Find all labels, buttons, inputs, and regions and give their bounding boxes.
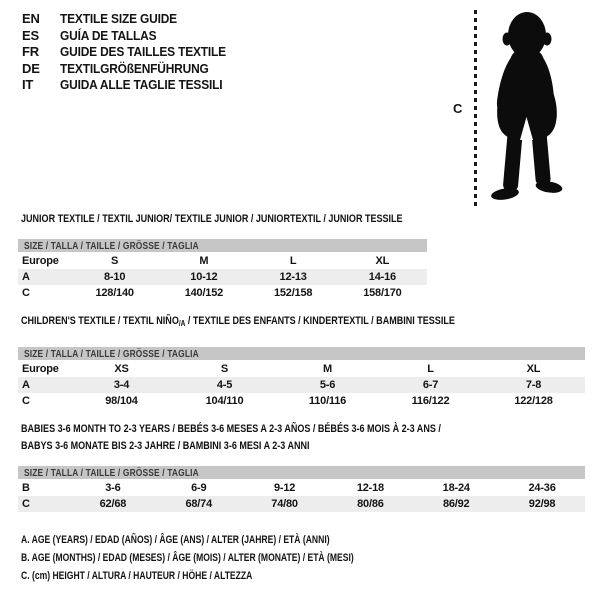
size-header-bar: SIZE / TALLA / TAILLE / GRÖSSE / TAGLIA bbox=[18, 347, 585, 361]
size-cell: L bbox=[289, 255, 297, 267]
note-age-months: B. AGE (MONTHS) / EDAD (MESES) / ÂGE (MO… bbox=[21, 552, 354, 564]
table-row-europe: Europe XS S M L XL bbox=[18, 361, 585, 377]
legend-notes: A. AGE (YEARS) / EDAD (AÑOS) / ÂGE (ANS)… bbox=[21, 531, 448, 585]
size-cell: 3-6 bbox=[105, 482, 121, 494]
size-cell: 80/86 bbox=[357, 498, 384, 510]
row-label: C bbox=[22, 395, 30, 407]
table-row-age: A 8-10 10-12 12-13 14-16 bbox=[18, 269, 427, 285]
note-height-cm: C. (cm) HEIGHT / ALTURA / HAUTEUR / HÖHE… bbox=[21, 570, 253, 582]
size-cell: XS bbox=[114, 363, 129, 375]
size-cell: 128/140 bbox=[95, 287, 134, 299]
table-row-months: B 3-6 6-9 9-12 12-18 18-24 24-36 bbox=[18, 480, 585, 496]
size-cell: S bbox=[220, 363, 229, 375]
size-header-text: SIZE / TALLA / TAILLE / GRÖSSE / TAGLIA bbox=[24, 347, 199, 360]
row-label: C bbox=[22, 287, 30, 299]
language-row: DE TEXTILGRÖßENFÜHRUNG bbox=[22, 61, 240, 78]
table-row-europe: Europe S M L XL bbox=[18, 253, 427, 269]
baby-silhouette-icon bbox=[491, 12, 563, 200]
babies-size-table: SIZE / TALLA / TAILLE / GRÖSSE / TAGLIA … bbox=[18, 466, 585, 512]
size-cell: XL bbox=[375, 255, 390, 267]
children-title-prefix: CHILDREN'S TEXTILE / TEXTIL NIÑO bbox=[21, 315, 179, 327]
size-cell: 152/158 bbox=[273, 287, 313, 299]
note-age-years: A. AGE (YEARS) / EDAD (AÑOS) / ÂGE (ANS)… bbox=[21, 534, 330, 546]
size-cell: L bbox=[427, 363, 434, 375]
size-cell: 68/74 bbox=[185, 498, 212, 510]
language-code: EN bbox=[22, 11, 40, 26]
guide-title: TEXTILGRÖßENFÜHRUNG bbox=[60, 60, 209, 76]
size-cell: 116/122 bbox=[411, 395, 450, 407]
size-header-bar: SIZE / TALLA / TAILLE / GRÖSSE / TAGLIA bbox=[18, 466, 585, 480]
height-measure-dotted-line bbox=[474, 10, 477, 207]
size-cell: 86/92 bbox=[442, 498, 470, 510]
children-table-title: CHILDREN'S TEXTILE / TEXTIL NIÑO/A / TEX… bbox=[21, 315, 455, 328]
size-cell: M bbox=[199, 255, 209, 267]
size-cell: 7-8 bbox=[525, 379, 542, 391]
guide-title: GUÍA DE TALLAS bbox=[60, 27, 157, 43]
size-cell: 104/110 bbox=[205, 395, 244, 407]
language-row: FR GUIDE DES TAILLES TEXTILE bbox=[22, 44, 240, 61]
guide-title: GUIDA ALLE TAGLIE TESSILI bbox=[60, 77, 223, 92]
height-measure-label: C bbox=[453, 101, 463, 116]
children-size-table: SIZE / TALLA / TAILLE / GRÖSSE / TAGLIA … bbox=[18, 347, 585, 409]
row-label: A bbox=[22, 379, 30, 391]
children-title-subscript: /A bbox=[178, 319, 186, 328]
size-cell: 6-9 bbox=[191, 482, 207, 494]
junior-size-table: SIZE / TALLA / TAILLE / GRÖSSE / TAGLIA … bbox=[18, 239, 427, 301]
size-cell: 74/80 bbox=[271, 498, 298, 510]
language-row: ES GUÍA DE TALLAS bbox=[22, 28, 240, 45]
row-label: Europe bbox=[22, 255, 59, 267]
size-cell: 6-7 bbox=[422, 379, 439, 391]
size-cell: 10-12 bbox=[190, 271, 218, 283]
size-cell: 140/152 bbox=[184, 287, 224, 299]
size-cell: 14-16 bbox=[368, 271, 396, 283]
size-cell: S bbox=[111, 255, 119, 267]
size-cell: XL bbox=[526, 363, 541, 375]
row-label: B bbox=[22, 482, 30, 494]
size-header-bar: SIZE / TALLA / TAILLE / GRÖSSE / TAGLIA bbox=[18, 239, 427, 253]
size-cell: 122/128 bbox=[514, 395, 553, 407]
size-cell: 4-5 bbox=[216, 379, 233, 391]
children-title-suffix: / TEXTILE DES ENFANTS / KINDERTEXTIL / B… bbox=[185, 315, 455, 327]
babies-title-line1: BABIES 3-6 MONTH TO 2-3 YEARS / BEBÉS 3-… bbox=[21, 423, 441, 435]
height-measure-figure: C bbox=[448, 6, 588, 210]
size-cell: 12-13 bbox=[279, 271, 307, 283]
row-label: Europe bbox=[22, 363, 59, 375]
size-cell: M bbox=[323, 363, 332, 375]
size-cell: 12-18 bbox=[356, 482, 384, 494]
junior-table-title: JUNIOR TEXTILE / TEXTIL JUNIOR/ TEXTILE … bbox=[21, 213, 403, 225]
size-cell: 110/116 bbox=[308, 395, 347, 407]
language-code: IT bbox=[22, 77, 34, 92]
size-cell: 9-12 bbox=[273, 482, 296, 494]
size-cell: 5-6 bbox=[319, 379, 336, 391]
table-row-height: C 98/104 104/110 110/116 116/122 122/128 bbox=[18, 393, 585, 409]
babies-title-line2: BABYS 3-6 MONATE BIS 2-3 JAHRE / BAMBINI… bbox=[21, 440, 310, 452]
size-cell: 98/104 bbox=[105, 395, 138, 407]
row-label: A bbox=[22, 271, 30, 283]
table-row-age: A 3-4 4-5 5-6 6-7 7-8 bbox=[18, 377, 585, 393]
size-cell: 24-36 bbox=[528, 482, 556, 494]
language-row: IT GUIDA ALLE TAGLIE TESSILI bbox=[22, 77, 240, 94]
guide-title: TEXTILE SIZE GUIDE bbox=[60, 11, 177, 26]
size-header-text: SIZE / TALLA / TAILLE / GRÖSSE / TAGLIA bbox=[24, 239, 199, 252]
size-cell: 3-4 bbox=[113, 379, 130, 391]
size-cell: 18-24 bbox=[442, 482, 470, 494]
size-header-text: SIZE / TALLA / TAILLE / GRÖSSE / TAGLIA bbox=[24, 466, 199, 479]
size-cell: 8-10 bbox=[104, 271, 126, 283]
language-code: FR bbox=[22, 44, 39, 59]
guide-title: GUIDE DES TAILLES TEXTILE bbox=[60, 44, 226, 59]
language-code: DE bbox=[22, 60, 40, 76]
size-cell: 62/68 bbox=[99, 498, 127, 510]
size-cell: 92/98 bbox=[528, 498, 556, 510]
language-row: EN TEXTILE SIZE GUIDE bbox=[22, 11, 240, 28]
language-code: ES bbox=[22, 27, 39, 43]
babies-table-title: BABIES 3-6 MONTH TO 2-3 YEARS / BEBÉS 3-… bbox=[21, 421, 441, 455]
language-title-list: EN TEXTILE SIZE GUIDE ES GUÍA DE TALLAS … bbox=[22, 11, 240, 94]
table-row-height: C 62/68 68/74 74/80 80/86 86/92 92/98 bbox=[18, 496, 585, 512]
size-cell: 158/170 bbox=[363, 287, 402, 299]
table-row-height: C 128/140 140/152 152/158 158/170 bbox=[18, 285, 427, 301]
row-label: C bbox=[22, 498, 30, 510]
